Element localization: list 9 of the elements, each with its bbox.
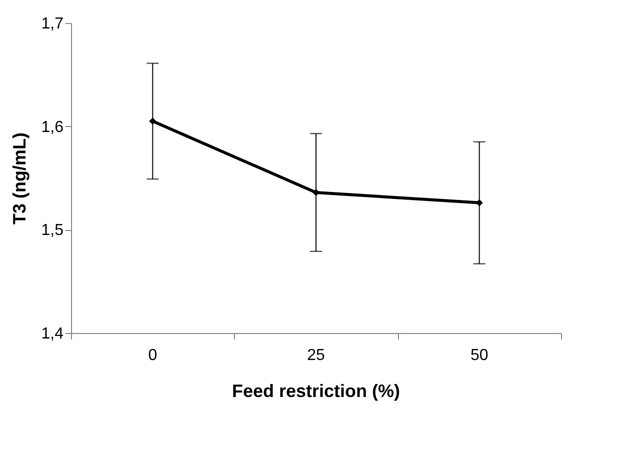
y-axis-title: T3 (ng/mL) (9, 132, 30, 224)
y-tick-label: 1,4 (41, 326, 64, 342)
y-tick-label: 1,7 (41, 16, 64, 32)
x-tick-label: 25 (307, 347, 325, 364)
x-tick-label: 0 (148, 347, 158, 364)
y-tick-label: 1,5 (41, 222, 64, 240)
x-axis-title: Feed restriction (%) (232, 381, 400, 401)
y-tick-label: 1,6 (41, 118, 64, 136)
x-tick-label: 50 (470, 347, 488, 364)
